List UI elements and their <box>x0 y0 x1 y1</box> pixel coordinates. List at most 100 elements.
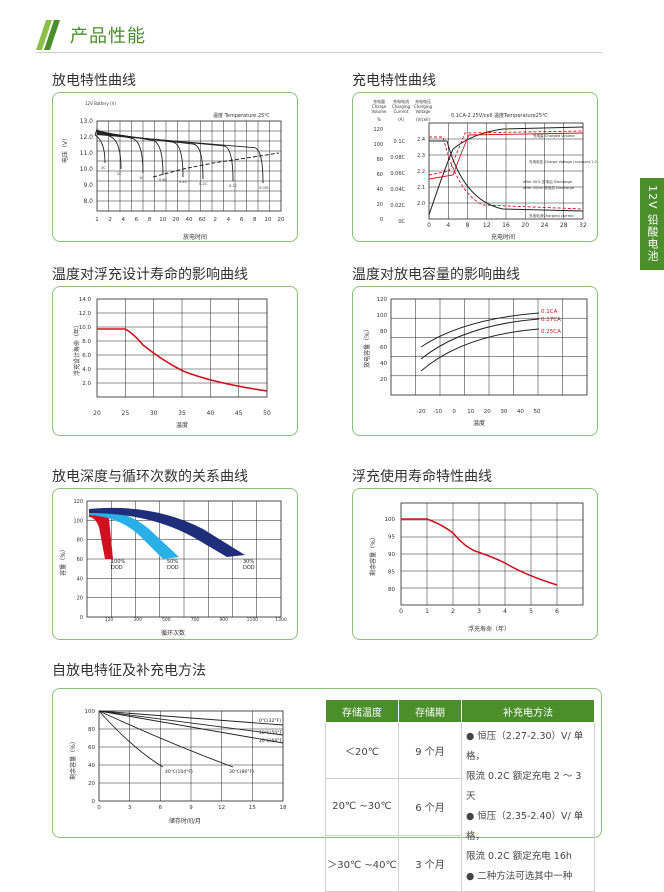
float-life-ytick: 100 <box>385 517 396 523</box>
charge-col-head: Voltage <box>415 109 431 114</box>
dod-plot: 120 100 80 60 40 20 0 120 300 500 700 900 1100 1300 循环… <box>59 499 287 637</box>
charge-plot: 充电量ChargeVolume充电电流ChargingCurrent充电电压Ch… <box>372 98 612 241</box>
float-life-curve <box>401 518 558 586</box>
discharge-ytick: 8.0 <box>83 198 93 205</box>
charge-col-head: Volume <box>372 109 387 114</box>
self-discharge-xtick: 15 <box>249 805 256 811</box>
float-temp-ytick: 8.0 <box>82 339 91 345</box>
capacity-temp-chart-panel: 120 100 80 60 40 20 -20 -10 0 10 20 30 40 50 温度 放电容量（%）… <box>352 286 598 436</box>
discharge-xtick: 10 <box>159 217 166 223</box>
float-life-xtick: 4 <box>503 608 507 615</box>
discharge-curve <box>96 131 184 178</box>
dod-band-label: 50% <box>167 559 178 565</box>
header-logo-stripes <box>36 20 60 50</box>
discharge-ylabel: 电压（V） <box>61 135 69 163</box>
charge-series-label: 充电电流Charging current <box>529 213 574 218</box>
charge-xtick: 0 <box>427 222 431 229</box>
discharge-ytick: 11.0 <box>80 150 94 157</box>
capacity-temp-ytick: 120 <box>377 297 388 303</box>
discharge-xtick: 60 <box>199 217 206 223</box>
capacity-temp-ytick: 20 <box>380 377 387 383</box>
float-temp-curve <box>97 328 268 392</box>
discharge-ytick: 13.0 <box>80 118 94 125</box>
float-life-ylabel: 剩余容量（%） <box>369 534 377 576</box>
section-title-discharge: 放电特性曲线 <box>52 73 136 89</box>
float-temp-chart: 14.0 12.0 10.0 8.0 6.0 4.0 2.0 20 25 30 35 40 45 50 温度… <box>73 297 271 429</box>
self-discharge-xtick: 9 <box>189 805 193 811</box>
capacity-temp-xlabel: 温度 <box>473 419 485 427</box>
discharge-xtick: 20 <box>172 217 179 223</box>
charge-xtick: 4 <box>446 222 450 229</box>
capacity-temp-plot: 120 100 80 60 40 20 -20 -10 0 10 20 30 40 50 温度 放电容量（%）… <box>363 297 588 427</box>
float-temp-xlabel: 温度 <box>176 421 188 429</box>
self-discharge-xtick: 12 <box>218 805 225 811</box>
capacity-temp-xtick: 20 <box>484 409 491 415</box>
float-temp-xtick: 30 <box>150 410 158 417</box>
charge-current-curve <box>429 140 584 212</box>
float-life-xtick: 0 <box>399 608 403 615</box>
discharge-curve <box>96 130 144 174</box>
self-discharge-ytick: 20 <box>88 781 95 787</box>
float-temp-xtick: 25 <box>122 410 130 417</box>
section-title-float-life: 浮充使用寿命特性曲线 <box>352 469 492 485</box>
self-discharge-curve-label: 0℃(32°F) <box>259 718 281 724</box>
discharge-curve <box>96 134 264 184</box>
capacity-temp-xtick: 50 <box>534 409 541 415</box>
charge-vol-ytick: 80 <box>377 157 383 163</box>
charge-col-head: Charging <box>392 104 411 109</box>
charge-volt-ytick: 2.4 <box>417 137 425 143</box>
charge-col-head: 充电电压 <box>415 98 431 104</box>
charge-xtick: 16 <box>502 222 510 229</box>
side-tab[interactable]: 12V 铅酸电池 <box>640 178 664 270</box>
charge-xtick: 20 <box>521 222 529 229</box>
discharge-curve <box>96 130 164 176</box>
discharge-chart-panel: 12V Battery (V) 温度 Temperature:25℃ 电压（V）… <box>52 92 298 242</box>
storage-header-temp: 存储温度 <box>325 699 399 723</box>
charge-annotation: 0.1CA-2.25V/cell 温度Temperature25℃ <box>451 112 548 119</box>
dod-band-label: DOD <box>167 565 179 571</box>
charge-col-head: 充电量 <box>373 98 385 104</box>
discharge-rate-label: 1C <box>139 176 144 180</box>
charge-vol-ytick: 120 <box>373 127 383 133</box>
discharge-xlabel: 放电时间 <box>183 233 207 241</box>
float-life-ytick: 95 <box>388 535 395 541</box>
self-discharge-ytick: 100 <box>85 709 96 715</box>
float-life-ytick: 85 <box>388 570 395 576</box>
discharge-rate-label: 0.4C <box>179 180 188 184</box>
float-life-ytick: 90 <box>388 552 395 558</box>
capacity-temp-xtick: -10 <box>433 409 442 415</box>
discharge-endpoint-line <box>152 152 280 178</box>
discharge-rate-label: 0.2C <box>199 182 208 186</box>
dod-xtick: 700 <box>191 617 200 623</box>
dod-ytick: 80 <box>77 538 83 544</box>
page-title: 产品性能 <box>70 26 146 47</box>
discharge-curve <box>94 128 106 164</box>
float-temp-plot: 14.0 12.0 10.0 8.0 6.0 4.0 2.0 20 25 30 35 40 45 50 温度… <box>73 297 271 429</box>
charge-vol-ytick: 100 <box>373 142 383 148</box>
self-discharge-curve-label: 40℃(104°F) <box>165 769 193 775</box>
discharge-grid: 13.0 12.0 11.0 10.0 9.0 8.0 1 2 4 6 8 10 20 40 60 2 4 6 8 1… <box>80 118 285 223</box>
discharge-ytick: 9.0 <box>83 182 93 189</box>
discharge-xtick: 40 <box>186 217 193 223</box>
discharge-xtick: 4 <box>227 217 231 223</box>
charge-cur-ytick: 0.06C <box>390 171 405 177</box>
discharge-y-unit: 12V Battery (V) <box>85 101 116 106</box>
capacity-temp-ytick: 40 <box>380 361 387 367</box>
float-temp-ytick: 4.0 <box>82 367 91 373</box>
self-discharge-xtick: 18 <box>280 805 287 811</box>
dod-xtick: 1100 <box>247 617 259 623</box>
float-temp-chart-panel: 14.0 12.0 10.0 8.0 6.0 4.0 2.0 20 25 30 35 40 45 50 温度… <box>52 286 298 436</box>
capacity-temp-series-label: 0.1CA <box>541 309 558 315</box>
storage-row-period: 3 个月 <box>398 834 462 892</box>
charge-series-label: After 100% 放电后 Discharge <box>523 185 575 190</box>
capacity-temp-curve <box>420 318 540 360</box>
dod-ytick: 60 <box>77 557 83 563</box>
charge-vol-ytick: 0 <box>380 217 383 223</box>
capacity-temp-xtick: 0 <box>452 409 456 415</box>
dod-chart-panel: 120 100 80 60 40 20 0 120 300 500 700 900 1100 1300 循环… <box>52 488 298 640</box>
discharge-ytick: 12.0 <box>80 134 94 141</box>
dod-band <box>89 507 245 557</box>
dod-ytick: 120 <box>73 499 83 505</box>
capacity-temp-xtick: 40 <box>517 409 524 415</box>
self-discharge-ylabel: 剩余容量（%） <box>69 738 77 780</box>
